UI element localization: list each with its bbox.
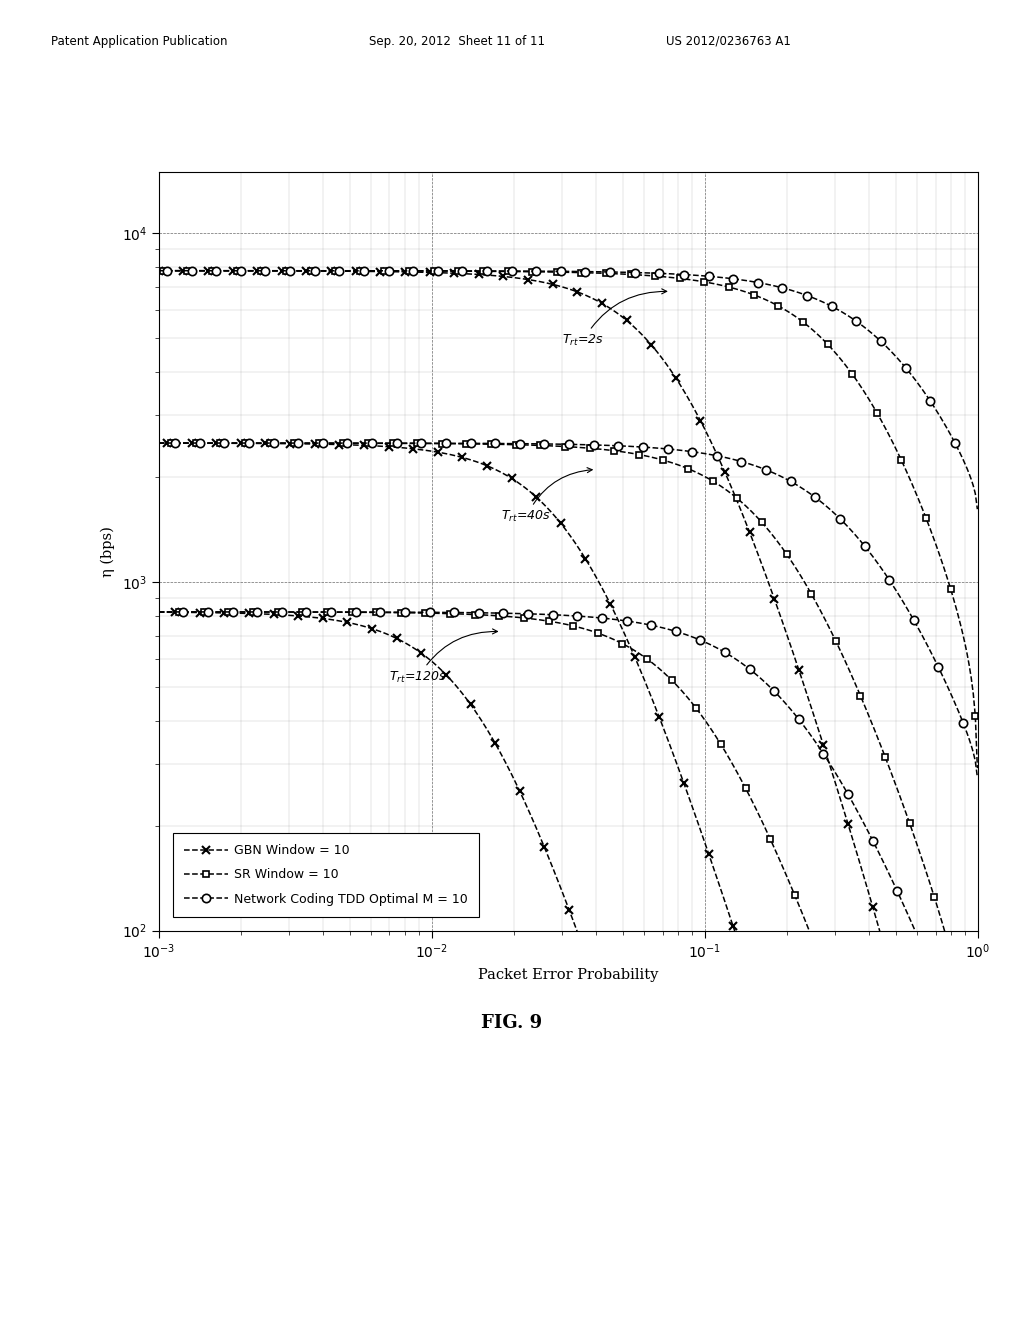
SR Window = 10	[743, 285, 756, 301]
Text: Patent Application Publication: Patent Application Publication	[51, 34, 227, 48]
Text: US 2012/0236763 A1: US 2012/0236763 A1	[666, 34, 791, 48]
Network Coding TDD Optimal M = 10	[748, 273, 760, 289]
Text: Sep. 20, 2012  Sheet 11 of 11: Sep. 20, 2012 Sheet 11 of 11	[369, 34, 545, 48]
SR Window = 10	[668, 269, 680, 285]
Network Coding TDD Optimal M = 10	[251, 263, 263, 279]
GBN Window = 10	[477, 267, 489, 282]
Line: SR Window = 10: SR Window = 10	[156, 267, 981, 772]
Y-axis label: η (bps): η (bps)	[100, 525, 115, 577]
Text: T$_{rt}$=40s: T$_{rt}$=40s	[502, 467, 592, 524]
Network Coding TDD Optimal M = 10	[743, 273, 756, 289]
GBN Window = 10	[419, 264, 431, 280]
Text: T$_{rt}$=2s: T$_{rt}$=2s	[562, 289, 667, 348]
SR Window = 10	[477, 264, 489, 280]
Legend: GBN Window = 10, SR Window = 10, Network Coding TDD Optimal M = 10: GBN Window = 10, SR Window = 10, Network…	[173, 833, 479, 917]
SR Window = 10	[748, 286, 760, 302]
Text: T$_{rt}$=120s: T$_{rt}$=120s	[389, 628, 498, 685]
Network Coding TDD Optimal M = 10	[477, 263, 489, 279]
Network Coding TDD Optimal M = 10	[668, 267, 680, 282]
Text: FIG. 9: FIG. 9	[481, 1014, 543, 1032]
GBN Window = 10	[971, 1028, 983, 1044]
SR Window = 10	[153, 263, 165, 279]
GBN Window = 10	[668, 367, 680, 383]
GBN Window = 10	[743, 524, 756, 540]
Line: Network Coding TDD Optimal M = 10: Network Coding TDD Optimal M = 10	[155, 267, 982, 513]
SR Window = 10	[419, 263, 431, 279]
SR Window = 10	[251, 263, 263, 279]
GBN Window = 10	[903, 1028, 915, 1044]
Line: GBN Window = 10: GBN Window = 10	[155, 267, 982, 1040]
GBN Window = 10	[251, 263, 263, 279]
GBN Window = 10	[153, 263, 165, 279]
X-axis label: Packet Error Probability: Packet Error Probability	[478, 968, 658, 982]
Network Coding TDD Optimal M = 10	[153, 263, 165, 279]
Network Coding TDD Optimal M = 10	[971, 502, 983, 517]
GBN Window = 10	[748, 535, 760, 550]
SR Window = 10	[971, 760, 983, 776]
Network Coding TDD Optimal M = 10	[419, 263, 431, 279]
